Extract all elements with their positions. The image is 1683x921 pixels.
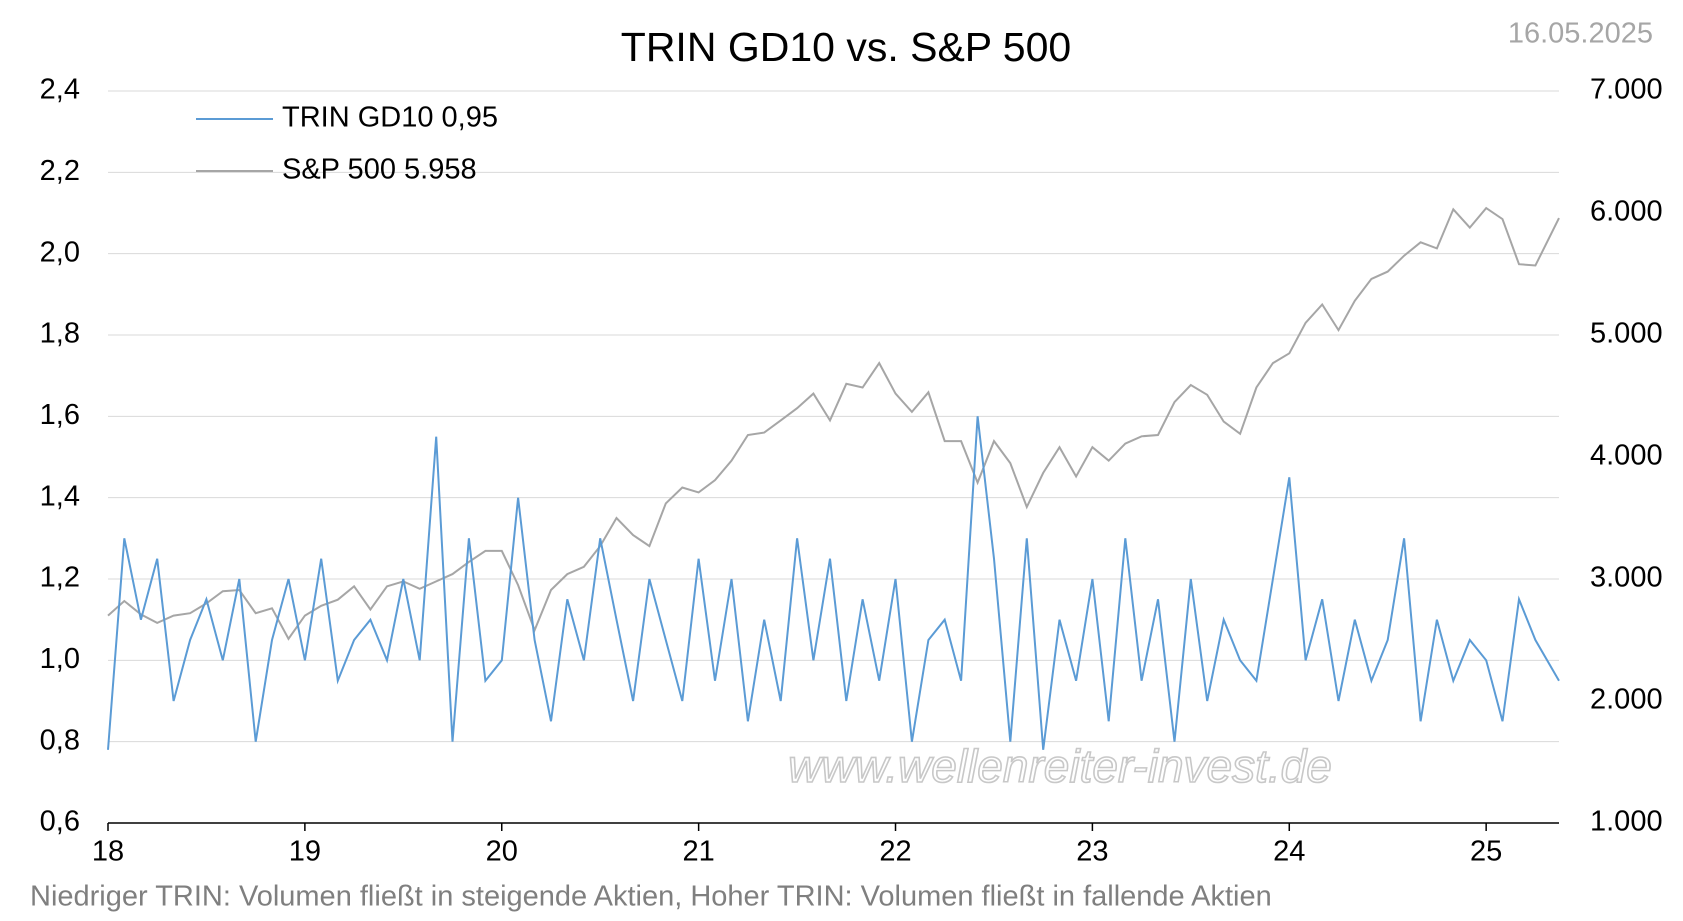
x-tick-label: 21 — [683, 836, 715, 868]
x-tick-label: 20 — [486, 836, 518, 868]
y-tick-label: 2,4 — [40, 74, 80, 106]
series-line — [107, 416, 1560, 750]
y-tick-label: 0,6 — [40, 806, 80, 838]
y2-tick-label: 3.000 — [1590, 562, 1663, 594]
y-tick-label: 1,6 — [40, 399, 80, 431]
legend-label: TRIN GD10 0,95 — [282, 102, 498, 134]
y-tick-label: 2,0 — [40, 236, 80, 268]
date: 16.05.2025 — [1508, 18, 1653, 50]
x-tick-label: 18 — [92, 836, 124, 868]
footnote: Niedriger TRIN: Volumen fließt in steige… — [30, 881, 1272, 913]
y2-tick-label: 1.000 — [1590, 806, 1663, 838]
y2-tick-label: 2.000 — [1590, 684, 1663, 716]
y2-tick-label: 6.000 — [1590, 196, 1663, 228]
y2-tick-label: 7.000 — [1590, 74, 1663, 106]
y2-tick-label: 5.000 — [1590, 318, 1663, 350]
y-tick-label: 1,4 — [40, 480, 80, 512]
chart-title: TRIN GD10 vs. S&P 500 — [621, 24, 1071, 70]
x-tick-label: 23 — [1076, 836, 1108, 868]
y-tick-label: 1,0 — [40, 643, 80, 675]
x-tick-label: 22 — [879, 836, 911, 868]
y2-tick-label: 4.000 — [1590, 440, 1663, 472]
y-tick-label: 1,2 — [40, 562, 80, 594]
x-tick-label: 19 — [289, 836, 321, 868]
watermark: www.wellenreiter-invest.de — [788, 740, 1332, 792]
x-tick-label: 25 — [1470, 836, 1502, 868]
y-tick-label: 1,8 — [40, 318, 80, 350]
legend-label: S&P 500 5.958 — [282, 154, 477, 186]
y-tick-label: 2,2 — [40, 155, 80, 187]
series-line — [107, 206, 1560, 641]
y-tick-label: 0,8 — [40, 724, 80, 756]
x-tick-label: 24 — [1273, 836, 1305, 868]
